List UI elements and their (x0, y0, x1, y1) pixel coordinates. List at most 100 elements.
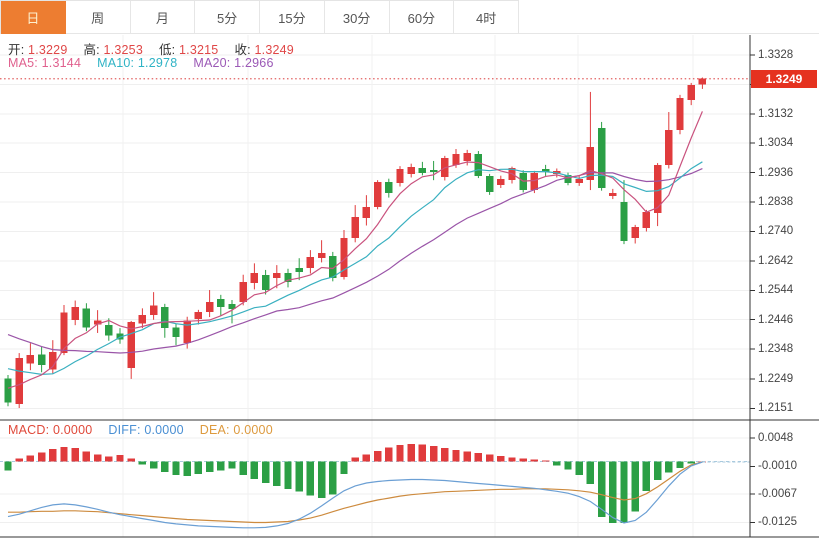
macd-bar (541, 460, 550, 462)
macd-bar (161, 461, 169, 473)
macd-header-diff: DIFF: 0.0000 (108, 423, 184, 437)
macd-bar (138, 461, 147, 465)
macd-header-macd: MACD: 0.0000 (8, 423, 93, 437)
candle-body (37, 354, 46, 366)
candle-body (586, 147, 595, 181)
candle-body (250, 273, 259, 284)
candle-body (261, 275, 270, 291)
macd-bar (407, 443, 415, 462)
macd-bar (564, 461, 572, 470)
price-axis-label: 1.2151 (758, 402, 794, 415)
ma5-line (7, 111, 703, 389)
candle-body (183, 320, 191, 344)
macd-bar (519, 458, 527, 462)
price-axis-label: 1.3328 (758, 49, 794, 61)
macd-axis-label: -0.0010 (758, 460, 798, 473)
macd-bar (217, 461, 225, 471)
macd-bar (340, 461, 348, 475)
candle-body (687, 85, 695, 101)
macd-bar (15, 458, 23, 462)
diff-line (7, 461, 703, 529)
macd-bar (149, 461, 158, 469)
macd-bar (586, 461, 595, 484)
macd-bar (284, 461, 292, 489)
candle-body (172, 327, 180, 338)
macd-bar (205, 461, 214, 473)
ohlc-legend: 开: 1.3229 高: 1.3253 低: 1.3215 收: 1.3249 (8, 39, 310, 58)
macd-bar (642, 461, 651, 491)
legend-ohlc-low: 低: 1.3215 (158, 43, 219, 57)
macd-bar (306, 461, 315, 496)
legend-ma-ma10: MA10: 1.2978 (97, 56, 178, 70)
macd-bar (485, 454, 494, 462)
macd-bar (93, 454, 102, 462)
macd-bar (317, 461, 326, 499)
period-toolbar: 日周月 5分 15分 30分 60分 4时 (0, 0, 519, 34)
candle-body (698, 78, 707, 85)
candle-body (597, 127, 606, 188)
candle-body (217, 299, 225, 308)
macd-bar (474, 453, 483, 462)
candle-body (620, 202, 628, 242)
macd-bar (362, 454, 371, 462)
macd-bar (452, 449, 460, 462)
tab-4hour[interactable]: 4时 (454, 1, 519, 34)
tab-month[interactable]: 月 (130, 1, 196, 34)
price-axis-label: 1.2936 (758, 166, 794, 179)
macd-bar (127, 458, 135, 462)
macd-bar (4, 461, 12, 471)
candle-body (497, 178, 505, 185)
tab-week[interactable]: 周 (65, 1, 131, 34)
macd-bar (250, 461, 259, 480)
macd-bar (71, 447, 79, 462)
macd-bar (429, 445, 438, 462)
tab-day[interactable]: 日 (1, 1, 66, 34)
macd-bar (396, 444, 404, 462)
macd-bar (575, 461, 583, 476)
macd-bar (508, 457, 516, 462)
macd-bar (228, 461, 236, 469)
candle-body (205, 302, 214, 313)
tab-15min[interactable]: 15分 (260, 1, 325, 34)
candle-body (49, 352, 57, 370)
macd-bar (105, 456, 113, 462)
macd-bar (60, 446, 68, 462)
candle-body (665, 130, 673, 166)
candle-body (463, 153, 471, 161)
macd-bar (597, 461, 606, 518)
macd-bar (172, 461, 180, 476)
macd-bar (82, 451, 91, 462)
macd-bar (239, 461, 247, 476)
candle-body (60, 312, 68, 354)
candle-body (575, 178, 583, 184)
macd-bar (194, 461, 203, 475)
candle-body (161, 307, 169, 329)
macd-bar (116, 455, 124, 462)
tab-60min[interactable]: 60分 (389, 1, 455, 34)
candle-body (317, 253, 326, 259)
candle-body (116, 333, 124, 340)
macd-header-dea: DEA: 0.0000 (199, 423, 273, 437)
legend-ohlc-close: 收: 1.3249 (234, 43, 294, 57)
candle-body (351, 217, 359, 239)
candle-body (396, 169, 404, 184)
macd-bar (620, 461, 628, 523)
candle-body (631, 226, 639, 239)
macd-axis-label: 0.0048 (758, 432, 794, 445)
candle-body (127, 322, 135, 369)
price-axis-label: 1.2249 (758, 372, 794, 385)
macd-bar (665, 461, 673, 473)
dea-line (8, 461, 703, 524)
candle-body (340, 238, 348, 278)
macd-bar (676, 461, 684, 468)
tab-5min[interactable]: 5分 (195, 1, 260, 34)
tab-30min[interactable]: 30分 (324, 1, 390, 34)
ma-legend: MA5: 1.3144 MA10: 1.2978 MA20: 1.2966 (8, 56, 290, 70)
candle-body (149, 305, 158, 316)
candle-body (4, 378, 12, 403)
price-axis-label: 1.2642 (758, 254, 794, 267)
macd-bar (351, 457, 359, 462)
candle-body (474, 154, 483, 176)
